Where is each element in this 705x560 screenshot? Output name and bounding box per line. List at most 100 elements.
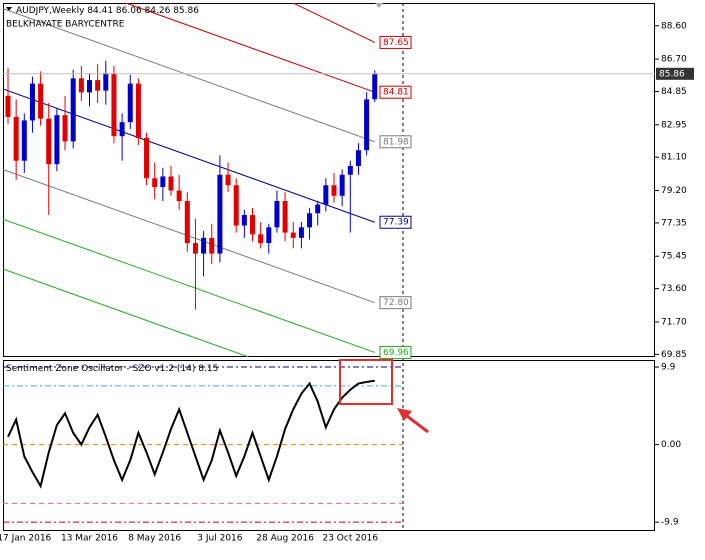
candle-body	[176, 190, 182, 202]
band-label: 69.96	[383, 348, 409, 358]
candle-body	[201, 237, 207, 254]
high: 86.06	[116, 6, 142, 16]
candle-body	[290, 232, 296, 238]
close: 85.86	[173, 6, 199, 16]
candle-body	[160, 176, 166, 188]
main-plot	[3, 3, 655, 357]
candle-body	[355, 150, 361, 166]
oscillator-title: Sentiment Zone Oscillator - SZO v1.2 (14…	[6, 364, 218, 374]
candle-body	[323, 185, 329, 205]
candle-body	[168, 176, 174, 191]
x-tick-label: 17 Jan 2016	[0, 534, 52, 544]
chart-title: AUDJPY,Weekly 84.41 86.06 84.26 85.86	[16, 6, 199, 16]
y-tick-label: 86.70	[661, 55, 687, 65]
y-tick-label: 82.95	[661, 120, 687, 130]
shift-marker	[375, 3, 383, 8]
title-marker	[6, 7, 12, 11]
candle-body	[144, 137, 150, 179]
candle-body	[5, 95, 11, 117]
x-tick-label: 13 Mar 2016	[61, 534, 118, 544]
y-tick-label: 71.70	[661, 317, 687, 327]
candle-body	[347, 165, 353, 175]
band-label: 87.65	[383, 38, 409, 48]
candle-body	[62, 115, 68, 142]
candle-body	[87, 80, 92, 93]
candle-body	[372, 73, 378, 100]
x-tick-label: 28 Aug 2016	[256, 534, 314, 544]
y-tick-label: 84.85	[661, 87, 687, 97]
oscillator-panel	[3, 360, 655, 531]
band-label-box	[379, 215, 412, 229]
y-tick-label: 88.60	[661, 21, 687, 31]
candle-body	[103, 73, 109, 91]
band-label-box	[379, 296, 412, 310]
x-tick-label: 23 Oct 2016	[322, 534, 378, 544]
band-label: 81.98	[383, 137, 409, 147]
candle-body	[135, 83, 141, 138]
candle-body	[250, 215, 255, 235]
y-tick-label: 79.20	[661, 186, 687, 196]
band-label-box	[379, 35, 412, 49]
candle-body	[307, 213, 313, 228]
band-label-box	[379, 135, 412, 149]
candle-body	[241, 215, 247, 226]
candle-body	[111, 73, 117, 137]
band-label-box	[379, 85, 412, 99]
arrow-head	[397, 408, 412, 421]
candle-body	[258, 234, 264, 244]
y-tick-label: -9.9	[661, 518, 679, 528]
y-tick-label: 9.9	[661, 363, 676, 373]
y-tick-label: 81.10	[661, 153, 687, 163]
candle-body	[95, 80, 101, 91]
highlight-box	[339, 359, 393, 405]
candle-body	[119, 122, 125, 137]
subtitle: BELKHAYATE BARYCENTRE	[6, 20, 125, 30]
candle-body	[225, 174, 231, 186]
x-tick-label: 8 May 2016	[128, 534, 181, 544]
osc-value: 8.15	[198, 364, 218, 374]
candle-body	[233, 185, 239, 226]
band-label: 72.80	[383, 298, 409, 308]
candle-body	[266, 227, 272, 244]
candle-body	[29, 83, 35, 121]
candle-body	[13, 116, 19, 161]
y-tick-label: 75.45	[661, 252, 687, 262]
band-line	[3, 268, 251, 357]
low: 84.26	[145, 6, 171, 16]
candle-body	[298, 227, 304, 238]
candle-body	[217, 174, 223, 254]
osc-name: Sentiment Zone Oscillator - SZO v1.2 (14…	[6, 364, 195, 374]
band-line	[291, 3, 375, 43]
candle-body	[21, 120, 27, 161]
osc-plot	[3, 366, 403, 523]
candle-body	[274, 201, 280, 228]
x-tick-label: 3 Jul 2016	[197, 534, 242, 544]
candle-body	[209, 237, 215, 254]
candle-body	[127, 83, 133, 123]
candle-body	[282, 201, 288, 233]
candle-body	[331, 185, 337, 196]
band-label: 77.39	[383, 218, 409, 228]
band-label: 84.81	[383, 88, 409, 98]
open: 84.41	[87, 6, 113, 16]
candle-body	[152, 178, 158, 188]
candle-body	[78, 78, 84, 93]
overlay: 88.60 86.70 84.85 82.95 81.10 79.20 77.35 75.45…	[0, 21, 694, 544]
candle-body	[192, 243, 198, 254]
band-line	[3, 8, 375, 143]
candle-body	[315, 204, 321, 214]
candle-body	[54, 115, 60, 165]
current-price-box	[656, 67, 694, 80]
band-line	[124, 3, 375, 93]
y-tick-label: 73.60	[661, 284, 687, 294]
candle-body	[364, 99, 370, 151]
symbol: AUDJPY,Weekly	[16, 6, 85, 16]
y-tick-label: 77.35	[661, 218, 687, 228]
band-line	[3, 218, 375, 353]
candle-body	[70, 78, 76, 142]
y-tick-label: 0.00	[661, 440, 681, 450]
y-tick-label: 69.85	[661, 350, 687, 360]
candle-body	[38, 83, 44, 119]
candle-body	[46, 118, 52, 165]
